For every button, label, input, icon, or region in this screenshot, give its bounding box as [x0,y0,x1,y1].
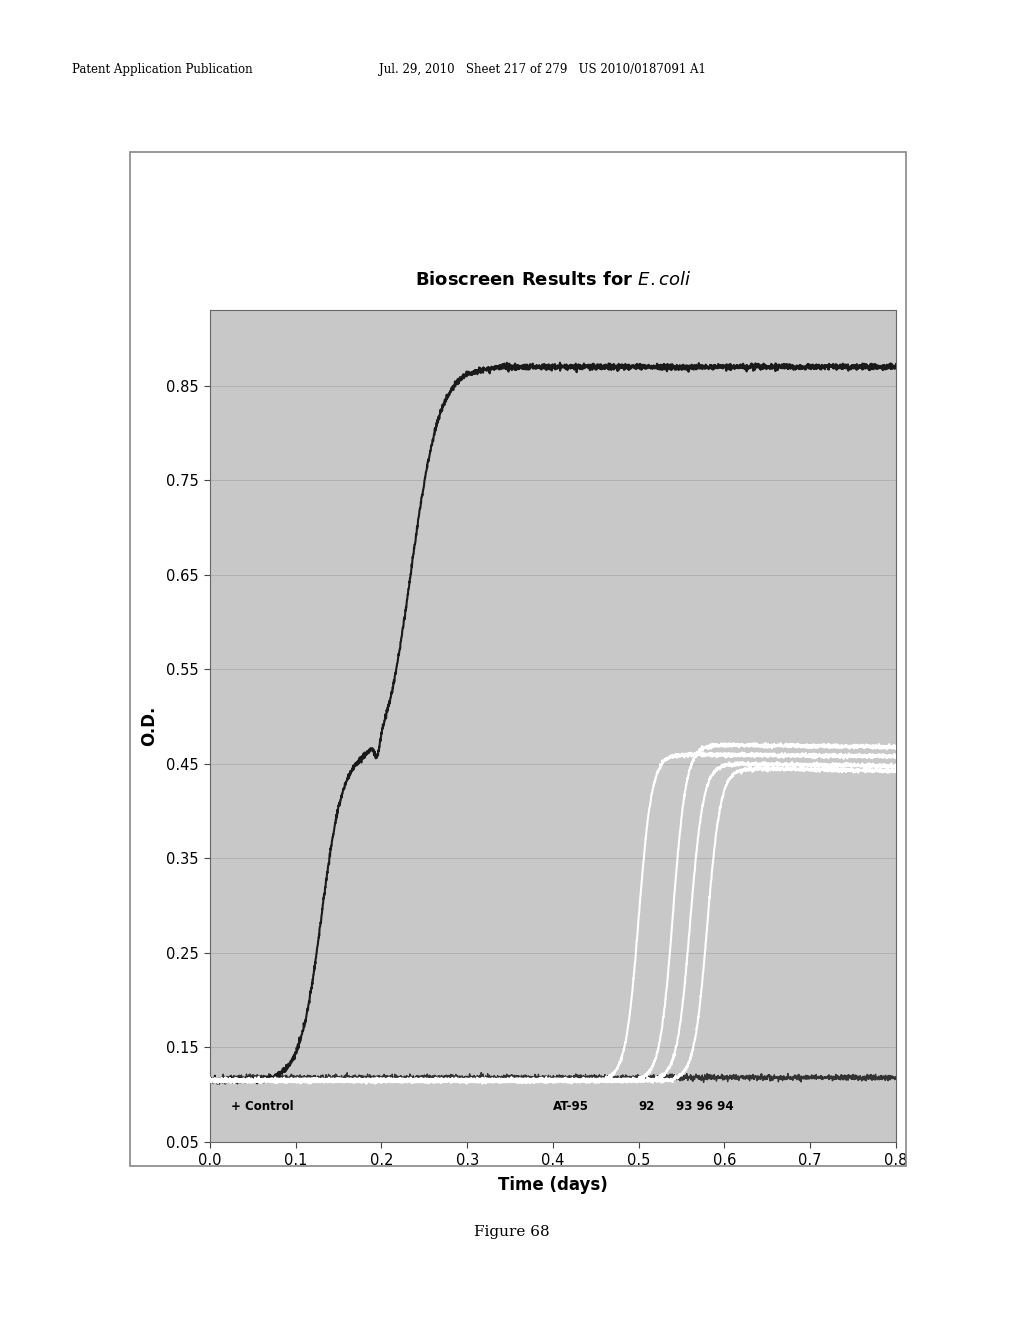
Title: Bioscreen Results for $\bf{\it{E. coli}}$: Bioscreen Results for $\bf{\it{E. coli}}… [415,271,691,289]
Text: Jul. 29, 2010   Sheet 217 of 279   US 2010/0187091 A1: Jul. 29, 2010 Sheet 217 of 279 US 2010/0… [379,63,706,77]
Text: AT-95: AT-95 [553,1100,589,1113]
Y-axis label: O.D.: O.D. [139,706,158,746]
Text: Patent Application Publication: Patent Application Publication [72,63,252,77]
Text: 92: 92 [639,1100,655,1113]
Text: 93 96 94: 93 96 94 [677,1100,734,1113]
X-axis label: Time (days): Time (days) [498,1176,608,1195]
Text: + Control: + Control [230,1100,293,1113]
Text: Figure 68: Figure 68 [474,1225,550,1239]
